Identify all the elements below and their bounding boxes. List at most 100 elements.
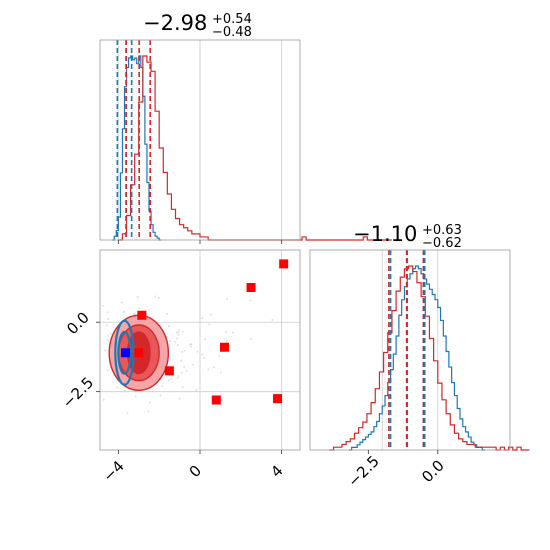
marginal-title-param-2: −1.10 [353,222,417,246]
red-square-marker [137,310,147,320]
sample-point [123,310,126,313]
title-lower-error: −0.62 [422,236,462,251]
red-histogram [329,265,530,451]
sample-point [178,328,181,331]
sample-point [126,412,129,415]
red-histogram [118,55,392,241]
sample-point [208,323,211,326]
sample-point [148,308,151,311]
axis-ticks: −4 0 4 0.0 −2.5 [59,308,287,485]
sample-point [67,333,69,335]
sample-point [120,301,123,304]
blue-histogram [348,265,485,451]
x-ticks: −2.5 0.0 [344,450,448,491]
blue-contour-line [117,330,132,375]
sample-point [204,338,207,341]
title-upper-error: +0.54 [212,12,252,27]
sample-point [196,350,199,353]
sample-point [174,340,177,343]
square-markers [121,259,289,405]
sample-point [154,295,157,298]
sample-point [136,296,139,299]
x-tick-label: 4 [267,462,286,481]
sample-point [106,311,109,314]
sample-point [109,332,112,335]
histogram-steps [112,55,392,241]
red-square-marker [273,394,283,404]
y-tick-label: −2.5 [59,373,97,411]
sample-point [106,339,109,342]
sample-point [249,338,252,341]
sample-point [201,317,204,320]
sample-point [185,369,188,372]
sample-point [107,318,110,321]
sample-point [271,319,274,322]
sample-point [189,343,192,346]
sample-point [201,353,204,356]
sample-point [218,355,221,358]
sample-point [80,359,82,361]
sample-point [71,345,73,347]
sample-point [133,313,136,316]
sample-point [165,312,168,315]
red-square-marker [219,342,229,352]
sample-point [191,363,194,366]
quantile-lines [116,40,152,240]
sample-point [202,356,205,359]
sample-point [231,331,234,334]
sample-point [180,371,183,374]
x-tick-label: 0 [186,462,205,481]
red-square-marker [164,366,174,376]
sample-point [175,337,178,340]
marginal-title-param-1: −2.98 [143,11,207,35]
sample-point [157,296,160,299]
sample-point [159,394,162,397]
sample-point [124,389,127,392]
sample-point [180,359,183,362]
title-upper-error: +0.63 [422,223,462,238]
sample-point [80,297,82,299]
title-value: −1.10 [353,222,417,246]
grid-lines [381,250,439,450]
sample-point [103,349,106,352]
blue-contour-line [114,319,135,386]
marginal-histogram-param-1: −2.98 +0.54−0.48 [99,11,392,244]
sample-point [102,398,105,401]
sample-point [181,350,184,353]
joint-density-plot: −4 0 4 0.0 −2.5 [59,249,301,485]
histogram-steps [329,265,530,451]
sample-point [175,331,178,334]
y-tick-label: 0.0 [63,308,93,338]
sample-point [161,385,164,388]
x-tick-label: 0.0 [418,456,448,486]
sample-point [138,307,141,310]
blue-density-contours [114,319,135,386]
sample-point [92,351,94,353]
quantile-lines [388,250,426,450]
sample-point [116,386,119,389]
sample-point [177,333,180,336]
sample-point [81,367,83,369]
red-square-marker [211,395,221,405]
sample-point [134,395,137,398]
sample-point [183,365,186,368]
sample-point [107,335,110,338]
x-ticks [117,240,283,244]
x-tick-label: −4 [99,457,127,485]
sample-point [106,369,109,372]
sample-point [73,309,75,311]
title-lower-error: −0.48 [212,25,252,40]
sample-point [177,330,180,333]
sample-point [149,401,152,404]
sample-point [207,368,210,371]
sample-point [190,345,193,348]
sample-point [219,371,222,374]
title-value: −2.98 [143,11,207,35]
sample-point [225,340,228,343]
marginal-histogram-param-2: −2.5 0.0 −1.10 +0.63−0.62 [309,222,530,491]
sample-point [101,304,104,307]
sample-point [147,410,150,413]
red-square-marker [246,283,256,292]
red-square-marker [279,259,289,269]
